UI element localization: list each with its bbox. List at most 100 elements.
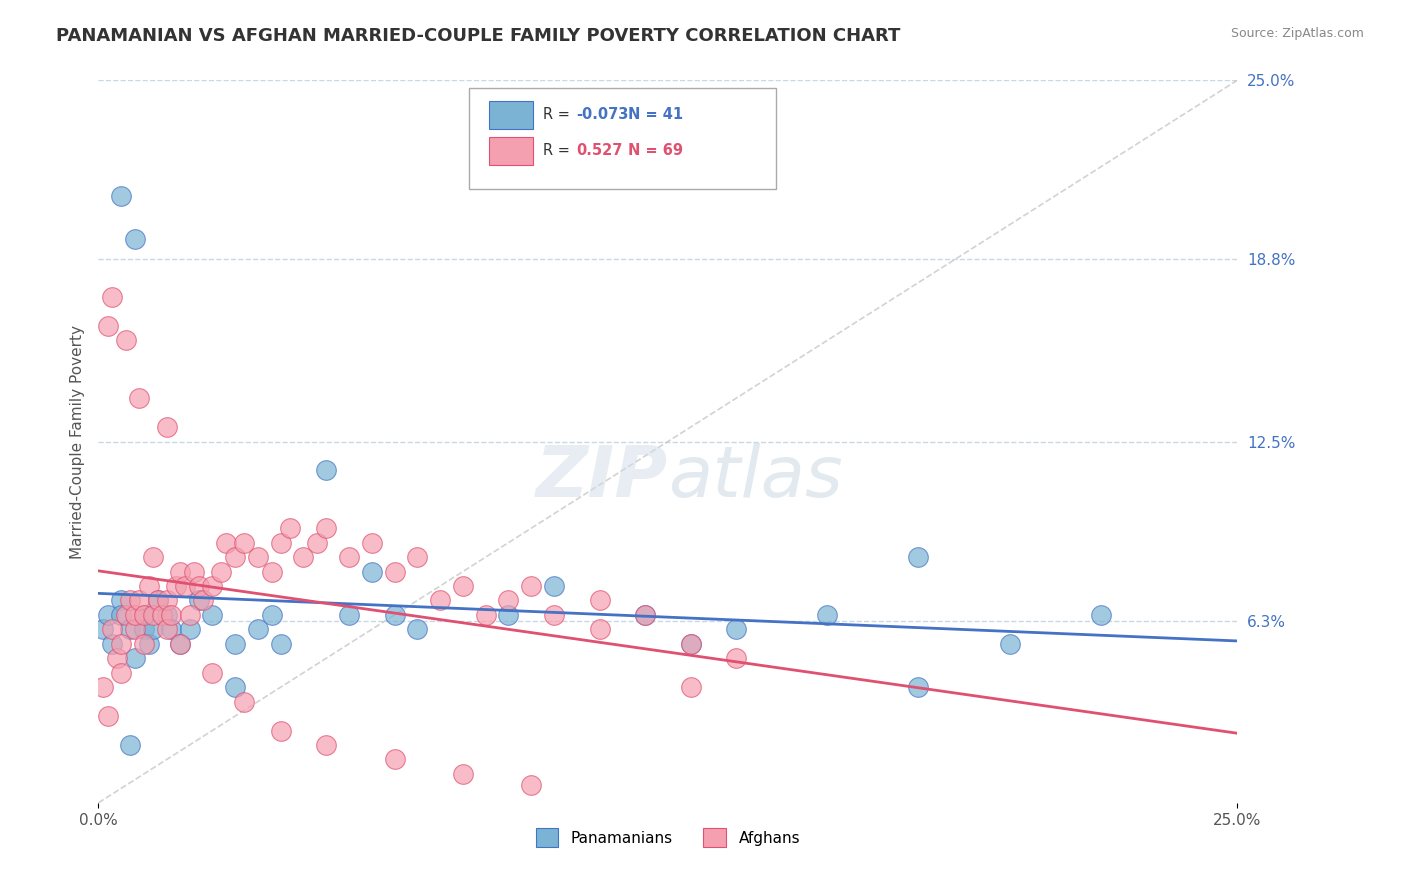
Point <box>451 579 474 593</box>
Point <box>725 623 748 637</box>
Point <box>498 593 520 607</box>
Point <box>246 623 269 637</box>
Point <box>907 550 929 565</box>
Point <box>201 579 224 593</box>
Point <box>260 607 283 622</box>
Point <box>224 550 246 565</box>
Point <box>96 607 118 622</box>
Point <box>160 607 183 622</box>
Text: Source: ZipAtlas.com: Source: ZipAtlas.com <box>1230 27 1364 40</box>
Point <box>128 593 150 607</box>
Point <box>270 723 292 738</box>
Point <box>278 521 301 535</box>
Legend: Panamanians, Afghans: Panamanians, Afghans <box>530 822 806 853</box>
FancyBboxPatch shape <box>468 87 776 189</box>
Point <box>110 189 132 203</box>
FancyBboxPatch shape <box>489 136 533 165</box>
Point <box>101 637 124 651</box>
Point <box>679 637 702 651</box>
Point <box>96 318 118 333</box>
Point <box>146 593 169 607</box>
Point <box>292 550 315 565</box>
Point <box>124 232 146 246</box>
Point <box>815 607 838 622</box>
Point <box>634 607 657 622</box>
Point <box>96 709 118 723</box>
Point <box>520 779 543 793</box>
Point <box>114 607 136 622</box>
Y-axis label: Married-Couple Family Poverty: Married-Couple Family Poverty <box>69 325 84 558</box>
Point <box>146 593 169 607</box>
Point <box>91 623 114 637</box>
Point <box>679 680 702 694</box>
Point <box>128 391 150 405</box>
Point <box>183 565 205 579</box>
Text: 0.527: 0.527 <box>576 143 623 158</box>
Point <box>138 637 160 651</box>
Point <box>679 637 702 651</box>
Point <box>725 651 748 665</box>
Point <box>156 607 179 622</box>
Point <box>224 637 246 651</box>
Point <box>124 623 146 637</box>
Point <box>174 579 197 593</box>
Point <box>132 607 155 622</box>
Point <box>246 550 269 565</box>
Point <box>360 565 382 579</box>
Point <box>1090 607 1112 622</box>
Point <box>169 637 191 651</box>
Point <box>132 623 155 637</box>
Point <box>156 420 179 434</box>
Text: atlas: atlas <box>668 443 842 512</box>
Point <box>270 637 292 651</box>
Point <box>91 680 114 694</box>
Point <box>201 665 224 680</box>
Point <box>187 579 209 593</box>
Point <box>169 637 191 651</box>
Point <box>120 738 142 752</box>
Text: -0.073: -0.073 <box>576 107 628 121</box>
Point <box>156 623 179 637</box>
Point <box>474 607 496 622</box>
FancyBboxPatch shape <box>489 101 533 128</box>
Point <box>201 607 224 622</box>
Point <box>907 680 929 694</box>
Point <box>101 290 124 304</box>
Point <box>588 623 610 637</box>
Point <box>101 623 124 637</box>
Point <box>209 565 232 579</box>
Point <box>142 550 165 565</box>
Point <box>179 623 201 637</box>
Point <box>105 651 128 665</box>
Point <box>998 637 1021 651</box>
Text: N = 69: N = 69 <box>628 143 683 158</box>
Text: N = 41: N = 41 <box>628 107 683 121</box>
Point <box>634 607 657 622</box>
Point <box>270 535 292 549</box>
Point <box>142 623 165 637</box>
Point <box>193 593 215 607</box>
Point <box>120 623 142 637</box>
Point <box>156 593 179 607</box>
Point <box>406 550 429 565</box>
Point <box>124 651 146 665</box>
Point <box>307 535 329 549</box>
Point <box>142 607 165 622</box>
Text: R =: R = <box>543 143 574 158</box>
Point <box>360 535 382 549</box>
Point <box>224 680 246 694</box>
Point <box>520 579 543 593</box>
Point <box>406 623 429 637</box>
Point <box>110 607 132 622</box>
Text: PANAMANIAN VS AFGHAN MARRIED-COUPLE FAMILY POVERTY CORRELATION CHART: PANAMANIAN VS AFGHAN MARRIED-COUPLE FAMI… <box>56 27 901 45</box>
Point <box>384 565 406 579</box>
Point <box>451 767 474 781</box>
Text: ZIP: ZIP <box>536 443 668 512</box>
Point <box>429 593 451 607</box>
Point <box>233 535 256 549</box>
Point <box>543 579 565 593</box>
Point <box>138 579 160 593</box>
Point <box>110 665 132 680</box>
Point <box>215 535 238 549</box>
Point <box>124 607 146 622</box>
